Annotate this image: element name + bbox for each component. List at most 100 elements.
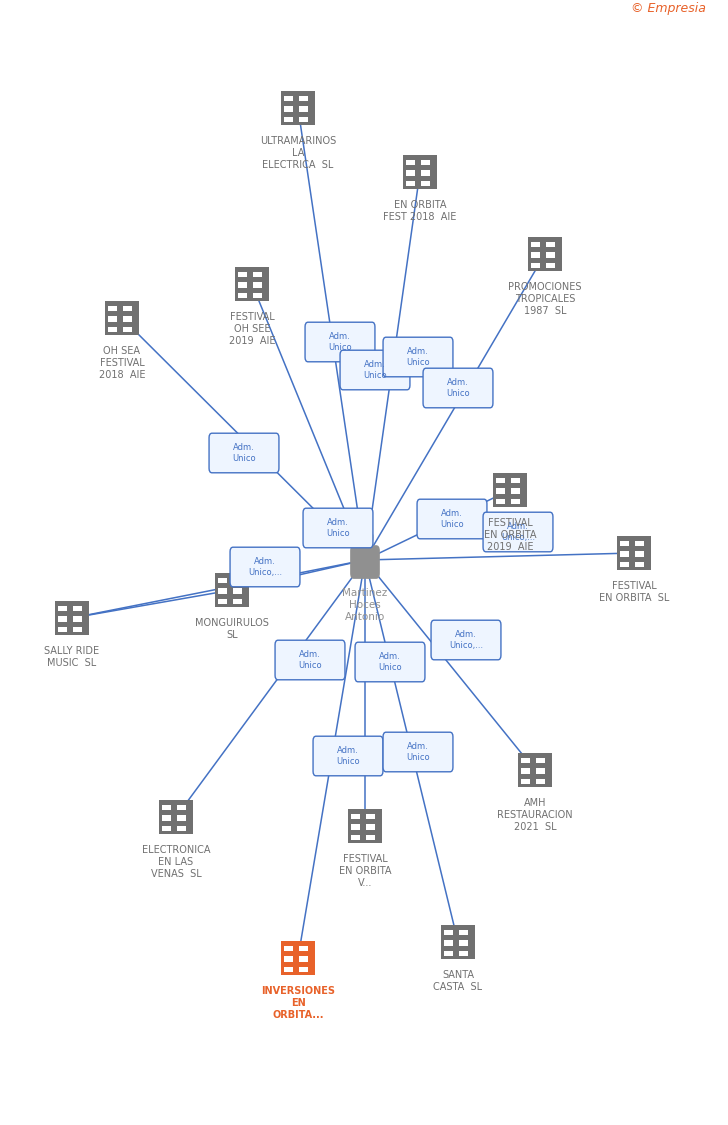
FancyBboxPatch shape xyxy=(546,263,555,269)
FancyBboxPatch shape xyxy=(233,598,242,604)
FancyBboxPatch shape xyxy=(55,601,90,636)
FancyBboxPatch shape xyxy=(546,252,555,258)
FancyBboxPatch shape xyxy=(159,800,194,835)
FancyBboxPatch shape xyxy=(620,541,628,547)
FancyBboxPatch shape xyxy=(340,350,410,389)
FancyBboxPatch shape xyxy=(123,306,132,312)
FancyBboxPatch shape xyxy=(177,816,186,821)
FancyBboxPatch shape xyxy=(537,778,545,784)
FancyBboxPatch shape xyxy=(620,551,628,557)
FancyBboxPatch shape xyxy=(233,578,242,584)
Text: Adm.
Unico: Adm. Unico xyxy=(232,443,256,463)
FancyBboxPatch shape xyxy=(518,753,553,787)
Text: Adm.
Unico: Adm. Unico xyxy=(440,508,464,529)
FancyBboxPatch shape xyxy=(284,117,293,123)
FancyBboxPatch shape xyxy=(305,322,375,362)
FancyBboxPatch shape xyxy=(350,546,380,579)
FancyBboxPatch shape xyxy=(299,946,308,952)
FancyBboxPatch shape xyxy=(431,620,501,659)
FancyBboxPatch shape xyxy=(521,768,529,774)
FancyBboxPatch shape xyxy=(123,326,132,332)
FancyBboxPatch shape xyxy=(511,498,520,504)
FancyBboxPatch shape xyxy=(209,433,279,472)
FancyBboxPatch shape xyxy=(218,598,226,604)
Text: SANTA
CASTA  SL: SANTA CASTA SL xyxy=(433,970,483,991)
FancyBboxPatch shape xyxy=(417,500,487,539)
FancyBboxPatch shape xyxy=(440,925,475,960)
FancyBboxPatch shape xyxy=(299,117,308,123)
FancyBboxPatch shape xyxy=(284,966,293,972)
FancyBboxPatch shape xyxy=(218,578,226,584)
FancyBboxPatch shape xyxy=(230,547,300,587)
FancyBboxPatch shape xyxy=(459,940,468,946)
Text: Adm.
Unico: Adm. Unico xyxy=(406,742,430,762)
Text: EN ORBITA
FEST 2018  AIE: EN ORBITA FEST 2018 AIE xyxy=(384,199,456,222)
Text: Adm.
Unico,...: Adm. Unico,... xyxy=(449,630,483,650)
Text: ELECTRONICA
EN LAS
VENAS  SL: ELECTRONICA EN LAS VENAS SL xyxy=(142,845,210,879)
FancyBboxPatch shape xyxy=(58,627,66,632)
FancyBboxPatch shape xyxy=(403,154,438,189)
FancyBboxPatch shape xyxy=(405,160,414,165)
FancyBboxPatch shape xyxy=(636,561,644,567)
FancyBboxPatch shape xyxy=(299,966,308,972)
FancyBboxPatch shape xyxy=(284,96,293,101)
FancyBboxPatch shape xyxy=(347,809,382,844)
FancyBboxPatch shape xyxy=(105,300,140,335)
Text: PROMOCIONES
TROPICALES
1987  SL: PROMOCIONES TROPICALES 1987 SL xyxy=(508,281,582,316)
FancyBboxPatch shape xyxy=(284,946,293,952)
FancyBboxPatch shape xyxy=(493,472,528,507)
FancyBboxPatch shape xyxy=(299,956,308,962)
FancyBboxPatch shape xyxy=(351,825,360,830)
Text: Adm.
Unico: Adm. Unico xyxy=(326,518,350,538)
FancyBboxPatch shape xyxy=(405,181,414,187)
FancyBboxPatch shape xyxy=(511,478,520,484)
FancyBboxPatch shape xyxy=(511,488,520,494)
FancyBboxPatch shape xyxy=(162,826,170,831)
FancyBboxPatch shape xyxy=(58,616,66,622)
Text: Adm.
Unico: Adm. Unico xyxy=(363,360,387,380)
FancyBboxPatch shape xyxy=(218,588,226,594)
FancyBboxPatch shape xyxy=(444,940,453,946)
FancyBboxPatch shape xyxy=(351,813,360,819)
FancyBboxPatch shape xyxy=(74,605,82,611)
FancyBboxPatch shape xyxy=(366,813,375,819)
FancyBboxPatch shape xyxy=(284,106,293,111)
FancyBboxPatch shape xyxy=(177,804,186,810)
FancyBboxPatch shape xyxy=(444,951,453,956)
FancyBboxPatch shape xyxy=(459,929,468,935)
FancyBboxPatch shape xyxy=(422,160,430,165)
FancyBboxPatch shape xyxy=(366,825,375,830)
FancyBboxPatch shape xyxy=(483,512,553,551)
FancyBboxPatch shape xyxy=(238,272,247,278)
FancyBboxPatch shape xyxy=(528,236,563,271)
FancyBboxPatch shape xyxy=(496,488,505,494)
FancyBboxPatch shape xyxy=(405,170,414,176)
FancyBboxPatch shape xyxy=(108,306,116,312)
FancyBboxPatch shape xyxy=(496,478,505,484)
Text: OH SEA
FESTIVAL
2018  AIE: OH SEA FESTIVAL 2018 AIE xyxy=(99,345,146,379)
Text: ULTRAMARINOS
LA
ELECTRICA  SL: ULTRAMARINOS LA ELECTRICA SL xyxy=(260,136,336,170)
FancyBboxPatch shape xyxy=(546,242,555,248)
Text: Adm.
Unico: Adm. Unico xyxy=(328,332,352,352)
FancyBboxPatch shape xyxy=(177,826,186,831)
Text: © Empresia: © Empresia xyxy=(631,1,706,15)
FancyBboxPatch shape xyxy=(74,627,82,632)
FancyBboxPatch shape xyxy=(162,804,170,810)
FancyBboxPatch shape xyxy=(108,326,116,332)
FancyBboxPatch shape xyxy=(162,816,170,821)
FancyBboxPatch shape xyxy=(299,96,308,101)
FancyBboxPatch shape xyxy=(636,551,644,557)
Text: SALLY RIDE
MUSIC  SL: SALLY RIDE MUSIC SL xyxy=(44,646,100,667)
FancyBboxPatch shape xyxy=(617,536,652,570)
FancyBboxPatch shape xyxy=(215,573,250,608)
FancyBboxPatch shape xyxy=(423,368,493,407)
Text: AMH
RESTAURACION
2021  SL: AMH RESTAURACION 2021 SL xyxy=(497,798,573,831)
Text: Adm.
Unico: Adm. Unico xyxy=(406,346,430,367)
FancyBboxPatch shape xyxy=(444,929,453,935)
FancyBboxPatch shape xyxy=(620,561,628,567)
FancyBboxPatch shape xyxy=(366,835,375,840)
Text: Martinez
Hoces
Antonio: Martinez Hoces Antonio xyxy=(342,587,387,622)
FancyBboxPatch shape xyxy=(280,90,315,126)
FancyBboxPatch shape xyxy=(74,616,82,622)
FancyBboxPatch shape xyxy=(253,282,262,288)
